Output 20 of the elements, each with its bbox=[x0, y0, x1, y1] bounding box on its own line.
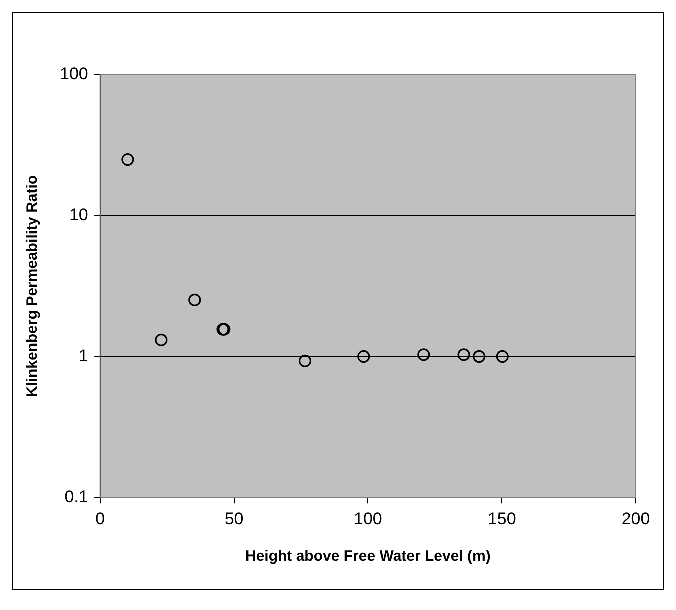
point bbox=[188, 294, 202, 306]
y-tick-label: 100 bbox=[60, 64, 88, 84]
x-tick-label: 50 bbox=[224, 509, 244, 528]
x-tick-label: 200 bbox=[622, 509, 650, 528]
x-tick-label: 0 bbox=[96, 509, 106, 528]
point bbox=[496, 350, 509, 364]
point bbox=[155, 334, 168, 347]
y-tick-label: 10 bbox=[69, 206, 88, 225]
point bbox=[122, 154, 134, 166]
point bbox=[473, 350, 486, 364]
x-tick-label: 100 bbox=[354, 509, 382, 528]
point bbox=[358, 350, 370, 364]
y-axis-title: Klinkenberg Permeability Ratio bbox=[24, 175, 42, 398]
x-axis-title: Height above Free Water Level (m) bbox=[246, 548, 491, 566]
point bbox=[298, 354, 312, 368]
point bbox=[418, 348, 430, 362]
x-tick-label: 150 bbox=[488, 509, 516, 528]
point bbox=[458, 348, 470, 362]
y-tick-label: 1 bbox=[78, 346, 88, 366]
y-tick-label: 0.1 bbox=[64, 487, 88, 506]
